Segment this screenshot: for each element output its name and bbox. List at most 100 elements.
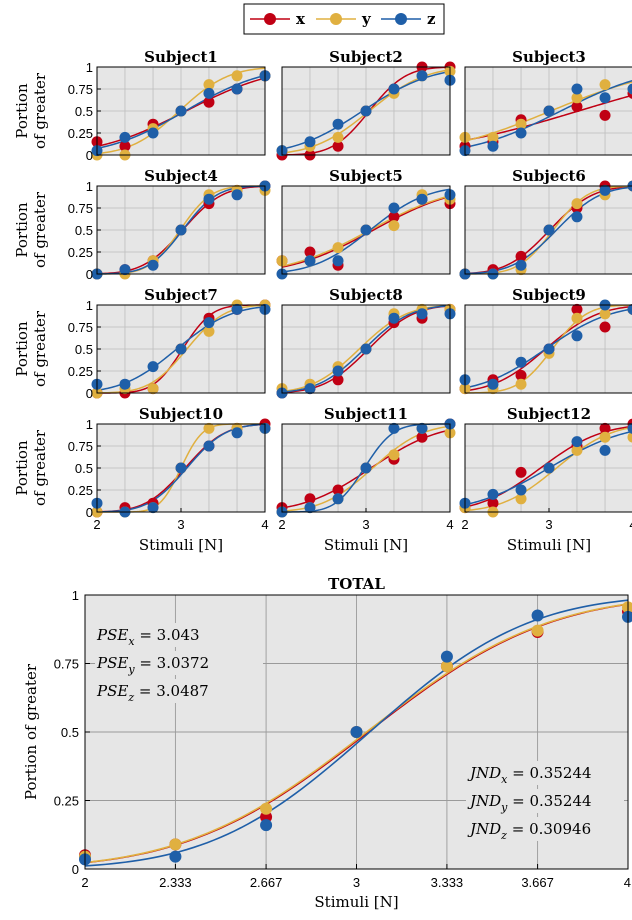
pse-symbol: PSE (96, 626, 128, 644)
data-point-z (360, 224, 372, 236)
y-axis-label: Portionof greater (13, 310, 49, 387)
data-point-y (203, 422, 215, 434)
x-tick-label: 2.667 (250, 875, 283, 890)
data-point-y (622, 601, 632, 614)
data-point-x (515, 250, 527, 262)
data-point-z (332, 493, 344, 505)
data-point-x (487, 497, 499, 509)
jnd-subscript: x (501, 773, 508, 786)
data-point-z (332, 118, 344, 130)
data-point-z (599, 92, 611, 104)
pse-annotation: PSEz = 3.0487 (96, 682, 209, 704)
subject-panel: Subject10 0 0.25 0.5 0.75 1 Portionof greater 2… (13, 405, 271, 554)
y-tick-label: 1 (86, 417, 93, 432)
y-tick-label: 1 (72, 588, 79, 603)
y-tick-label: 0.75 (54, 657, 79, 672)
data-point-z (388, 422, 400, 434)
equals-sign: = (135, 654, 157, 672)
jnd-symbol: JND (467, 820, 501, 838)
data-point-y (260, 802, 273, 815)
jnd-symbol: JND (467, 792, 501, 810)
legend: x y z (243, 3, 445, 35)
x-tick-label: 3 (362, 517, 369, 532)
x-tick-label: 3.667 (521, 875, 554, 890)
data-point-z (627, 303, 632, 315)
data-point-y (515, 493, 527, 505)
subject-panel: Subject9 (459, 286, 632, 395)
legend-marker-y (330, 13, 342, 25)
data-point-y (571, 198, 583, 210)
x-tick-label: 3 (353, 875, 360, 890)
subject-panel: Subject4 0 0.25 0.5 0.75 1 Portionof greater (13, 167, 271, 282)
data-point-x (599, 422, 611, 434)
subject-panel: Subject12 2 3 4 Stimuli [N] (459, 405, 632, 554)
y-tick-label: 0 (86, 386, 93, 401)
y-tick-label: 0.25 (68, 483, 93, 498)
panel-frame (281, 66, 451, 156)
y-tick-label: 0.25 (54, 794, 79, 809)
data-point-z (332, 255, 344, 267)
equals-sign: = (134, 682, 156, 700)
pse-value: 3.0487 (156, 682, 209, 700)
y-tick-label: 0.5 (75, 104, 93, 119)
y-axis-label: Portion of greater (22, 663, 40, 800)
y-tick-label: 0 (86, 267, 93, 282)
data-point-z (119, 131, 131, 143)
jnd-value: 0.35244 (530, 792, 592, 810)
panel-frame (464, 185, 632, 275)
data-point-z (231, 83, 243, 95)
y-tick-label: 0.5 (75, 461, 93, 476)
annotation-bg (466, 761, 624, 785)
data-point-y (599, 308, 611, 320)
data-point-z (416, 193, 428, 205)
data-point-x (119, 140, 131, 152)
y-axis-label-line1: Portion (13, 440, 31, 496)
panel-title: Subject8 (329, 286, 403, 304)
data-point-z (169, 850, 182, 863)
data-point-x (304, 493, 316, 505)
data-point-z (599, 184, 611, 196)
pse-subscript: z (127, 691, 134, 704)
data-point-z (440, 650, 453, 663)
data-point-y (571, 92, 583, 104)
subject-panel: Subject2 (276, 48, 456, 161)
y-axis-label-line2: of greater (31, 191, 49, 268)
legend-label-x: x (296, 10, 306, 28)
subject-panel: Subject1 0 0.25 0.5 0.75 1 Portionof greater (13, 48, 271, 163)
data-point-z (175, 224, 187, 236)
data-point-z (175, 105, 187, 117)
jnd-annotation: JNDy = 0.35244 (467, 792, 592, 814)
data-point-z (543, 462, 555, 474)
panel-title: Subject2 (329, 48, 403, 66)
y-tick-label: 0 (86, 148, 93, 163)
y-axis-label-line2: of greater (31, 72, 49, 149)
x-tick-label: 2 (461, 517, 468, 532)
x-axis-label: Stimuli [N] (139, 536, 223, 554)
y-tick-label: 0.5 (75, 342, 93, 357)
data-point-z (515, 259, 527, 271)
panel-title: Subject4 (144, 167, 218, 185)
x-axis-label: Stimuli [N] (507, 536, 591, 554)
data-point-y (332, 131, 344, 143)
data-point-y (571, 312, 583, 324)
pse-annotation: PSEy = 3.0372 (96, 654, 209, 676)
x-tick-label: 3 (177, 517, 184, 532)
x-tick-label: 4 (446, 517, 453, 532)
subject-panel: Subject5 (276, 167, 456, 280)
data-point-z (571, 330, 583, 342)
data-point-z (203, 87, 215, 99)
data-point-z (304, 136, 316, 148)
data-point-z (175, 343, 187, 355)
data-point-z (231, 303, 243, 315)
y-tick-label: 0.25 (68, 364, 93, 379)
y-tick-label: 0 (86, 505, 93, 520)
data-point-z (304, 383, 316, 395)
y-tick-label: 0.25 (68, 245, 93, 260)
panel-title: Subject7 (144, 286, 218, 304)
legend-label-y: y (361, 10, 372, 28)
data-point-x (203, 96, 215, 108)
data-point-z (571, 436, 583, 448)
